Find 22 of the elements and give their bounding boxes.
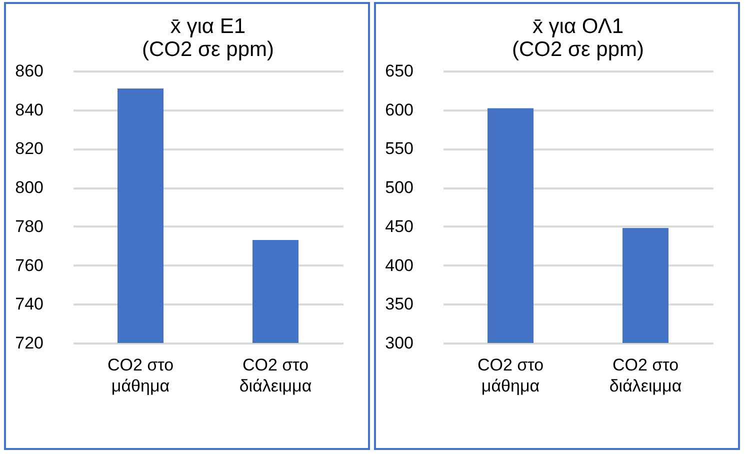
y-tick-label: 760 bbox=[15, 256, 44, 275]
x-tick-label: CO2 στο διάλειμμα bbox=[239, 356, 312, 396]
y-tick-label: 400 bbox=[385, 256, 414, 275]
chart-title: x̄ για ΟΛ1 (CO2 σε ppm) bbox=[512, 15, 644, 61]
y-tick-label: 840 bbox=[15, 100, 44, 120]
x-tick-label: CO2 στο μάθημα bbox=[107, 356, 174, 396]
y-tick-label: 860 bbox=[15, 62, 44, 80]
y-tick-label: 600 bbox=[385, 100, 414, 120]
y-tick-label: 300 bbox=[385, 334, 414, 352]
y-tick-label: 650 bbox=[385, 62, 414, 80]
y-tick-label: 820 bbox=[15, 139, 44, 158]
y-tick-label: 350 bbox=[385, 294, 414, 314]
y-tick-label: 720 bbox=[15, 334, 44, 352]
y-tick-label: 500 bbox=[385, 178, 414, 198]
y-tick-label: 550 bbox=[385, 139, 414, 158]
y-tick-label: 450 bbox=[385, 216, 414, 236]
x-tick-label: CO2 στο μάθημα bbox=[477, 356, 544, 396]
y-tick-label: 800 bbox=[15, 178, 44, 198]
chart-title: x̄ για Ε1 (CO2 σε ppm) bbox=[142, 15, 274, 61]
x-tick-label: CO2 στο διάλειμμα bbox=[609, 356, 682, 396]
y-tick-label: 740 bbox=[15, 294, 44, 314]
y-tick-label: 780 bbox=[15, 216, 44, 236]
